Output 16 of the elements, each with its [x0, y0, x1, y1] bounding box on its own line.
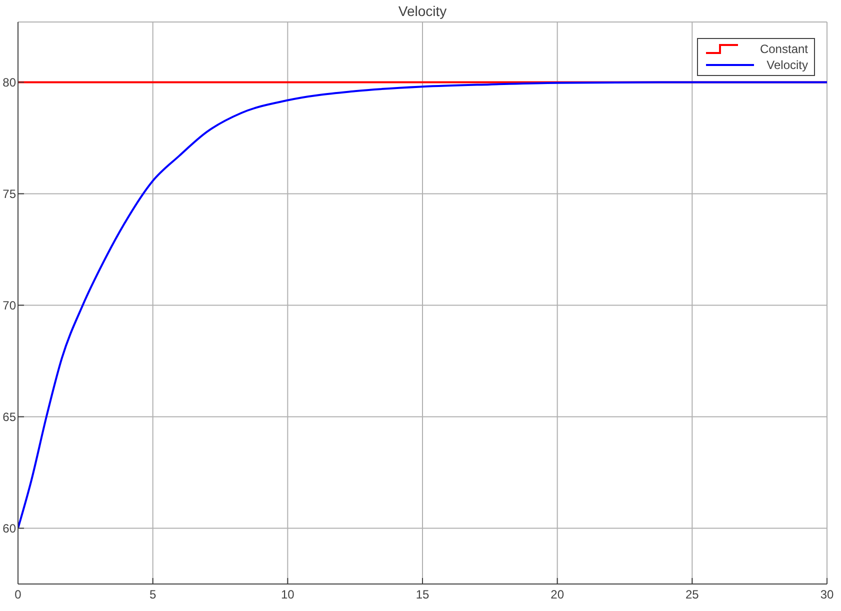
y-tick-label: 75 — [2, 186, 16, 201]
legend-label: Velocity — [766, 58, 808, 72]
y-tick-label: 70 — [2, 298, 16, 312]
line-series — [18, 81, 827, 530]
y-tick-label: 65 — [2, 410, 16, 424]
x-tick-label: 30 — [820, 588, 834, 602]
x-tick-label: 15 — [416, 588, 430, 602]
x-tick-label: 0 — [14, 588, 22, 602]
legend-label: Constant — [760, 42, 808, 56]
y-tick-label: 80 — [2, 75, 16, 90]
chart-title: Velocity — [397, 3, 448, 19]
x-tick-label: 10 — [280, 588, 295, 602]
x-tick-label: 5 — [149, 588, 156, 602]
x-tick-label: 20 — [550, 588, 564, 602]
x-tick-label: 25 — [685, 588, 700, 602]
y-tick-label: 60 — [2, 522, 16, 536]
